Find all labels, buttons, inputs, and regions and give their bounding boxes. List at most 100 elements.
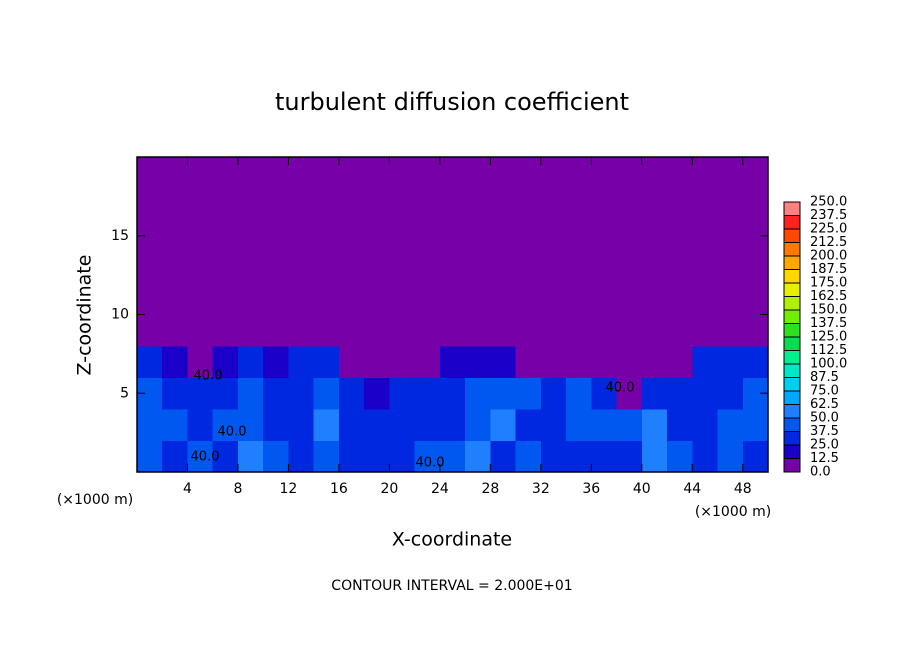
cell xyxy=(566,283,592,315)
colorbar-label: 0.0 xyxy=(810,465,831,480)
cell xyxy=(515,377,542,410)
cell xyxy=(263,251,289,284)
cell xyxy=(540,283,567,315)
cell xyxy=(288,220,315,252)
cell xyxy=(717,409,744,441)
cell xyxy=(212,314,239,347)
colorbar-label: 162.5 xyxy=(810,289,847,304)
cell xyxy=(692,346,719,378)
contour-label: 40.0 xyxy=(416,456,445,471)
contour-label: 40.0 xyxy=(191,450,220,465)
cell xyxy=(389,220,416,252)
cell xyxy=(237,409,264,441)
cell xyxy=(288,346,315,378)
cell xyxy=(566,251,592,284)
cell xyxy=(162,440,188,473)
cell xyxy=(364,157,390,189)
cell xyxy=(263,283,289,315)
cell xyxy=(263,346,289,378)
cell xyxy=(237,346,264,378)
colorbar-swatch xyxy=(783,201,801,216)
cell xyxy=(288,409,315,441)
cell xyxy=(566,440,592,473)
cell xyxy=(263,440,289,473)
cell xyxy=(389,346,416,378)
cell xyxy=(137,188,163,221)
contour-label: 40.0 xyxy=(606,381,635,396)
cell xyxy=(137,314,163,347)
cell xyxy=(338,188,365,221)
cell xyxy=(465,220,491,252)
cell xyxy=(540,251,567,284)
cell xyxy=(742,283,769,315)
cell xyxy=(439,251,466,284)
cell xyxy=(591,377,618,410)
colorbar-label: 37.5 xyxy=(810,424,839,439)
cell xyxy=(389,157,416,189)
cell xyxy=(414,283,441,315)
cell xyxy=(742,440,769,473)
colorbar-label: 112.5 xyxy=(810,343,847,358)
cell xyxy=(288,377,315,410)
cell xyxy=(313,440,340,473)
colorbar-label: 200.0 xyxy=(810,249,847,264)
cell xyxy=(692,251,719,284)
cell xyxy=(591,440,618,473)
cell xyxy=(162,314,188,347)
colorbar-label: 237.5 xyxy=(810,208,847,223)
x-tick-label: 44 xyxy=(683,481,701,497)
cell xyxy=(389,409,416,441)
colorbar-swatch xyxy=(783,336,801,351)
x-tick-label: 36 xyxy=(582,481,600,497)
cell xyxy=(389,314,416,347)
cell xyxy=(439,220,466,252)
cell xyxy=(187,346,214,378)
cell xyxy=(641,251,668,284)
cell xyxy=(389,377,416,410)
x-tick-label: 16 xyxy=(330,481,348,497)
cell xyxy=(667,283,693,315)
cell xyxy=(667,251,693,284)
cell xyxy=(364,409,390,441)
cell xyxy=(591,314,618,347)
cell xyxy=(187,377,214,410)
cell xyxy=(338,346,365,378)
cell xyxy=(465,251,491,284)
cell xyxy=(540,157,567,189)
x-tick-label: 32 xyxy=(532,481,550,497)
cell xyxy=(667,220,693,252)
cell xyxy=(439,346,466,378)
cell xyxy=(566,409,592,441)
cell xyxy=(288,440,315,473)
cell xyxy=(667,377,693,410)
colorbar-swatch xyxy=(783,282,801,297)
cell xyxy=(364,283,390,315)
cell xyxy=(313,157,340,189)
cell xyxy=(490,188,517,221)
cell xyxy=(162,251,188,284)
cell xyxy=(465,188,491,221)
cell xyxy=(515,157,542,189)
cell xyxy=(237,377,264,410)
cell xyxy=(566,346,592,378)
cell xyxy=(566,314,592,347)
cell xyxy=(364,220,390,252)
cell xyxy=(187,283,214,315)
cell xyxy=(692,283,719,315)
colorbar-swatch xyxy=(783,458,801,473)
cell xyxy=(742,251,769,284)
cell xyxy=(641,409,668,441)
cell xyxy=(187,251,214,284)
cell xyxy=(465,346,491,378)
cell xyxy=(162,377,188,410)
cell xyxy=(616,283,643,315)
cell xyxy=(465,409,491,441)
cell xyxy=(237,283,264,315)
cell xyxy=(641,157,668,189)
cell xyxy=(515,220,542,252)
cell xyxy=(692,220,719,252)
cell xyxy=(162,157,188,189)
cell xyxy=(338,409,365,441)
cell xyxy=(364,188,390,221)
